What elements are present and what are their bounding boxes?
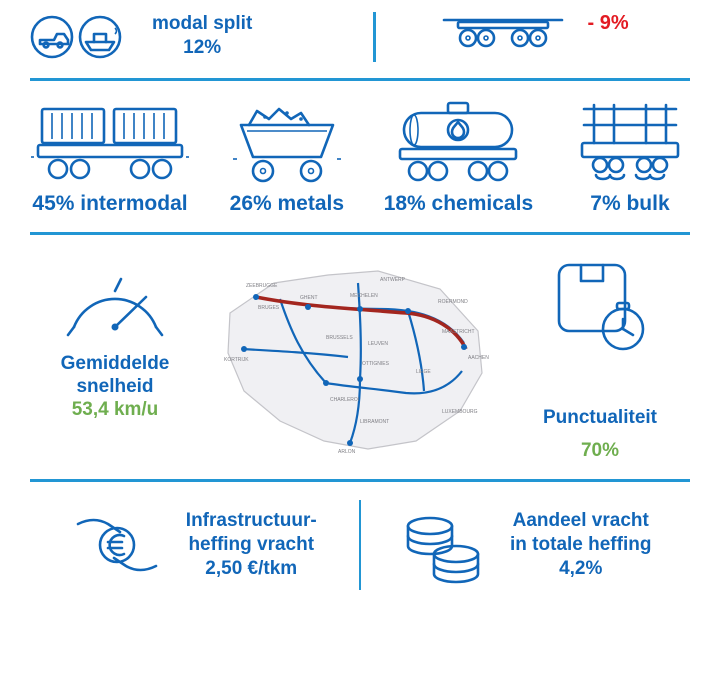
- cargo-label: 45% intermodal: [32, 192, 187, 216]
- svg-text:OTTIGNIES: OTTIGNIES: [362, 361, 390, 367]
- infra-l3: 2,50 €/tkm: [186, 557, 317, 581]
- modal-split-label: modal split: [152, 12, 252, 36]
- infra-text: Infrastructuur- heffing vracht 2,50 €/tk…: [186, 509, 317, 580]
- tkm-delta: - 9%: [588, 12, 629, 35]
- bulk-wagon-icon: [570, 99, 690, 184]
- divider: [30, 479, 690, 482]
- svg-text:KORTRIJK: KORTRIJK: [224, 357, 249, 363]
- svg-text:LEUVEN: LEUVEN: [368, 341, 388, 347]
- punct-value: 70%: [581, 440, 619, 462]
- row-top: modal split 12% - 9%: [30, 12, 690, 62]
- svg-text:ARLON: ARLON: [338, 449, 356, 455]
- aandeel-l1: Aandeel vracht: [510, 509, 651, 533]
- svg-text:LIEGE: LIEGE: [416, 369, 431, 375]
- cargo-metals: 26% metals: [227, 99, 347, 216]
- aandeel-block: Aandeel vracht in totale heffing 4,2%: [361, 500, 690, 590]
- cargo-intermodal: 45% intermodal: [30, 99, 190, 216]
- modal-split-text: modal split 12%: [152, 12, 252, 60]
- aandeel-l2: in totale heffing: [510, 533, 651, 557]
- svg-text:GHENT: GHENT: [300, 295, 318, 301]
- rail-wheels-icon: [438, 12, 568, 52]
- euro-hands-icon: [72, 500, 162, 590]
- cargo-label: 18% chemicals: [384, 192, 533, 216]
- coin-stack-icon: [400, 500, 486, 590]
- cargo-bulk: 7% bulk: [570, 99, 690, 216]
- map-block: ZEEBRUGGE BRUGES GHENT MECHELEN ANTWERP …: [206, 253, 504, 463]
- aandeel-l3: 4,2%: [510, 557, 651, 581]
- svg-text:MAASTRICHT: MAASTRICHT: [442, 329, 475, 335]
- svg-text:LIBRAMONT: LIBRAMONT: [360, 419, 389, 425]
- divider: [30, 232, 690, 235]
- speed-block: Gemiddelde snelheid 53,4 km/u: [30, 253, 200, 421]
- svg-text:LUXEMBOURG: LUXEMBOURG: [442, 409, 478, 415]
- infra-heffing-block: Infrastructuur- heffing vracht 2,50 €/tk…: [30, 500, 359, 590]
- cargo-chemicals: 18% chemicals: [384, 99, 533, 216]
- tank-wagon-icon: [388, 99, 528, 184]
- infra-l1: Infrastructuur-: [186, 509, 317, 533]
- svg-text:ZEEBRUGGE: ZEEBRUGGE: [246, 283, 278, 289]
- speed-title-l2: snelheid: [61, 376, 170, 399]
- infra-l2: heffing vracht: [186, 533, 317, 557]
- package-clock-icon: [545, 253, 655, 353]
- speed-title-l1: Gemiddelde: [61, 353, 170, 376]
- container-wagon-icon: [30, 99, 190, 184]
- svg-text:CHARLEROI: CHARLEROI: [330, 397, 359, 403]
- punctuality-block: Punctualiteit 70%: [510, 253, 690, 462]
- cargo-label: 7% bulk: [590, 192, 669, 216]
- tkm-block: - 9%: [376, 12, 690, 52]
- speed-labels: Gemiddelde snelheid 53,4 km/u: [61, 353, 170, 421]
- modal-split-value: 12%: [152, 36, 252, 60]
- row-heffing: Infrastructuur- heffing vracht 2,50 €/tk…: [30, 500, 690, 590]
- punct-title: Punctualiteit: [543, 407, 657, 430]
- row-speed-map-punct: Gemiddelde snelheid 53,4 km/u: [30, 253, 690, 463]
- svg-text:MECHELEN: MECHELEN: [350, 293, 378, 299]
- modal-split-block: modal split 12%: [30, 12, 373, 62]
- svg-text:BRUSSELS: BRUSSELS: [326, 335, 353, 341]
- truck-ship-icon: [30, 12, 130, 62]
- svg-text:BRUGES: BRUGES: [258, 305, 280, 311]
- cargo-label: 26% metals: [230, 192, 344, 216]
- aandeel-text: Aandeel vracht in totale heffing 4,2%: [510, 509, 651, 580]
- svg-text:ANTWERP: ANTWERP: [380, 277, 406, 283]
- divider: [30, 78, 690, 81]
- svg-text:AACHEN: AACHEN: [468, 355, 489, 361]
- svg-text:ROERMOND: ROERMOND: [438, 299, 468, 305]
- row-cargo: 45% intermodal 26% metals: [30, 99, 690, 216]
- speed-value: 53,4 km/u: [61, 399, 170, 421]
- ore-wagon-icon: [227, 99, 347, 184]
- speedometer-icon: [60, 253, 170, 343]
- rail-map-icon: ZEEBRUGGE BRUGES GHENT MECHELEN ANTWERP …: [210, 253, 500, 463]
